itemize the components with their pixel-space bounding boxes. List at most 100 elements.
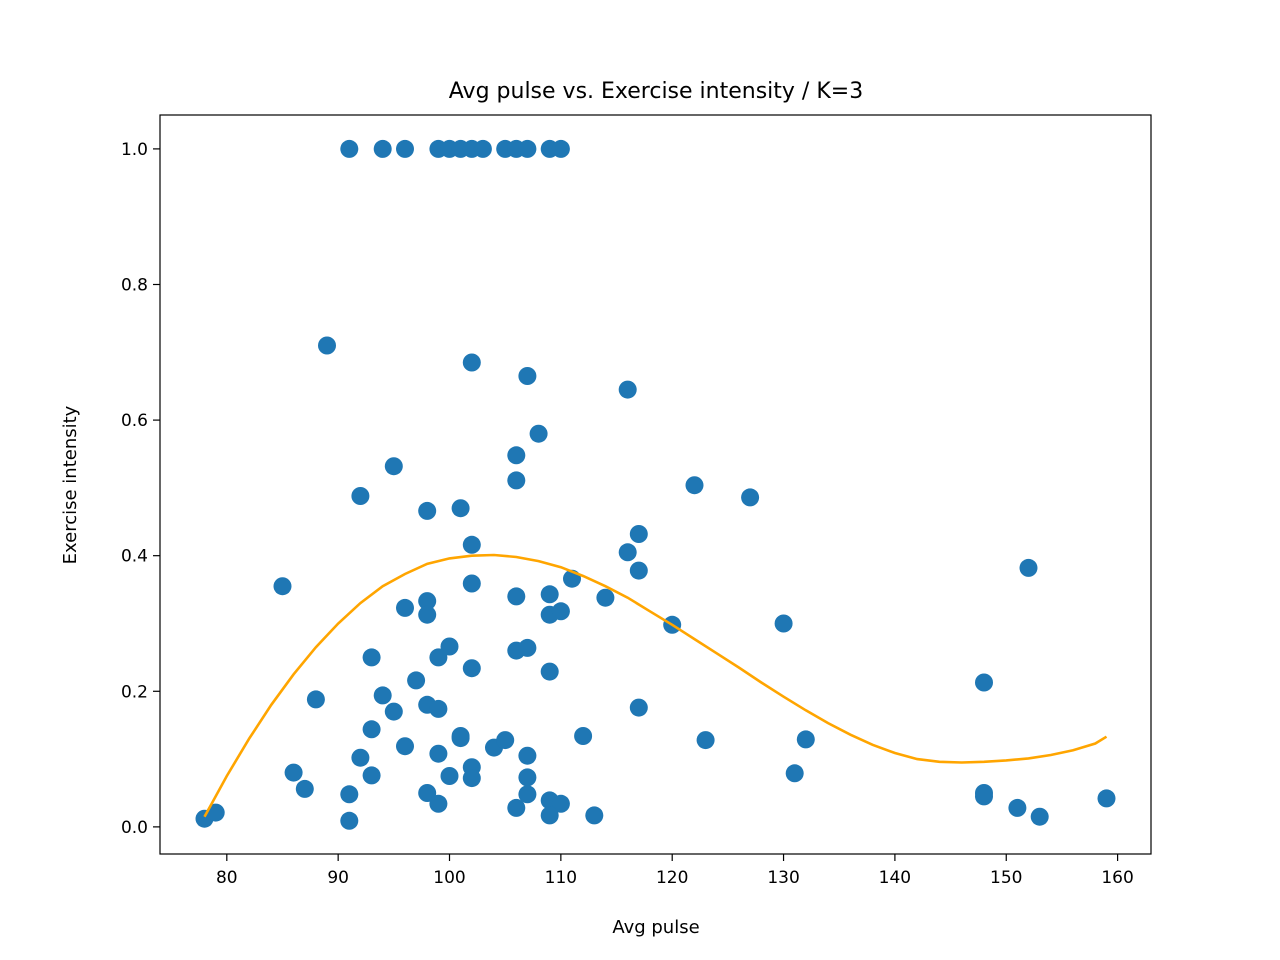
scatter-point-54 <box>306 690 325 709</box>
plot-frame <box>159 114 1152 855</box>
scatter-point-63 <box>696 731 715 750</box>
scatter-point-50 <box>540 662 559 681</box>
scatter-point-73 <box>362 766 381 785</box>
scatter-point-91 <box>206 803 225 822</box>
scatter-point-20 <box>507 471 526 490</box>
scatter-point-80 <box>418 784 437 802</box>
x-tick-label: 140 <box>879 868 911 888</box>
scatter-point-10 <box>518 139 537 158</box>
x-tick-label: 120 <box>656 868 688 888</box>
scatter-point-36 <box>596 588 615 607</box>
scatter-point-14 <box>462 353 481 372</box>
scatter-point-59 <box>362 720 381 739</box>
y-tick-label: 0.6 <box>121 411 148 431</box>
scatter-point-77 <box>785 764 804 783</box>
scatter-point-23 <box>351 487 370 505</box>
scatter-point-28 <box>618 543 637 562</box>
scatter-point-43 <box>774 614 793 633</box>
scatter-point-68 <box>429 744 448 763</box>
x-axis-ticks: 80 90 100 110 120 130 140 150 160 <box>216 854 1134 888</box>
scatter-point-95 <box>1030 807 1049 826</box>
scatter-point-92 <box>340 811 359 830</box>
scatter-point-52 <box>975 673 993 692</box>
scatter-point-74 <box>440 767 459 785</box>
chart-title: Avg pulse vs. Exercise intensity / K=3 <box>449 79 863 104</box>
scatter-point-16 <box>618 380 637 399</box>
x-tick-label: 100 <box>433 868 465 888</box>
y-tick-label: 0.0 <box>121 818 148 838</box>
scatter-point-34 <box>418 592 437 611</box>
scatter-point-22 <box>741 488 760 507</box>
scatter-point-56 <box>429 699 448 718</box>
x-tick-label: 110 <box>545 868 577 888</box>
y-tick-label: 1.0 <box>121 140 148 160</box>
scatter-point-78 <box>295 779 314 798</box>
scatter-point-94 <box>585 806 604 825</box>
scatter-point-83 <box>975 787 993 806</box>
scatter-point-57 <box>629 698 648 717</box>
scatter-point-79 <box>340 785 359 804</box>
scatter-point-17 <box>529 424 548 443</box>
scatter-point-65 <box>396 737 414 756</box>
y-axis-ticks: 0.0 0.2 0.4 0.6 0.8 1.0 <box>121 140 160 838</box>
scatter-point-38 <box>396 598 414 617</box>
y-axis-label: Exercise intensity <box>60 405 81 564</box>
scatter-point-88 <box>507 798 526 817</box>
scatter-point-64 <box>796 730 815 749</box>
scatter-point-75 <box>462 769 481 788</box>
scatter-point-15 <box>518 367 537 385</box>
scatter-point-19 <box>507 446 526 465</box>
scatter-point-48 <box>429 648 448 667</box>
scatter-point-51 <box>407 671 426 690</box>
scatter-point-24 <box>418 501 437 520</box>
x-tick-label: 80 <box>216 868 238 888</box>
scatter-point-13 <box>318 336 336 355</box>
scatter-point-0 <box>340 139 359 158</box>
x-tick-label: 150 <box>990 868 1022 888</box>
scatter-point-30 <box>1019 558 1038 577</box>
scatter-point-25 <box>451 499 470 518</box>
scatter-point-26 <box>629 525 648 543</box>
scatter-point-70 <box>351 748 370 767</box>
x-tick-label: 90 <box>327 868 349 888</box>
scatter-point-84 <box>429 794 448 813</box>
scatter-point-67 <box>496 731 515 750</box>
x-tick-label: 130 <box>767 868 799 888</box>
x-axis-label: Avg pulse <box>612 917 699 938</box>
scatter-point-12 <box>551 139 570 158</box>
scatter-point-7 <box>473 139 492 158</box>
scatter-point-32 <box>462 574 481 593</box>
scatter-point-72 <box>284 763 303 782</box>
scatter-point-35 <box>540 585 559 604</box>
scatter-point-62 <box>574 727 593 745</box>
scatter-point-29 <box>629 561 648 580</box>
scatter-point-76 <box>518 768 537 787</box>
plot-area <box>195 139 1116 830</box>
y-tick-label: 0.2 <box>121 682 148 702</box>
scatter-point-53 <box>373 686 392 705</box>
scatter-point-89 <box>1008 798 1027 817</box>
scatter-point-47 <box>362 648 381 667</box>
scatter-point-87 <box>1097 789 1116 808</box>
scatter-point-44 <box>440 637 459 656</box>
fit-curve-line <box>203 553 1108 818</box>
scatter-point-69 <box>518 746 537 765</box>
scatter-point-41 <box>551 602 570 621</box>
scatter-point-18 <box>384 457 403 476</box>
scatter-point-49 <box>462 659 481 678</box>
y-tick-label: 0.8 <box>121 275 148 295</box>
scatter-point-1 <box>373 139 392 158</box>
scatter-point-37 <box>507 587 526 606</box>
scatter-point-46 <box>518 638 537 657</box>
scatter-point-2 <box>396 139 414 158</box>
scatter-point-39 <box>418 605 437 624</box>
x-tick-label: 160 <box>1101 868 1133 888</box>
scatter-point-27 <box>462 535 481 554</box>
scatter-point-81 <box>518 785 537 804</box>
scatter-point-86 <box>551 794 570 813</box>
scatter-point-61 <box>451 727 470 745</box>
scatter-point-21 <box>685 476 704 495</box>
scatter-point-58 <box>384 702 403 721</box>
